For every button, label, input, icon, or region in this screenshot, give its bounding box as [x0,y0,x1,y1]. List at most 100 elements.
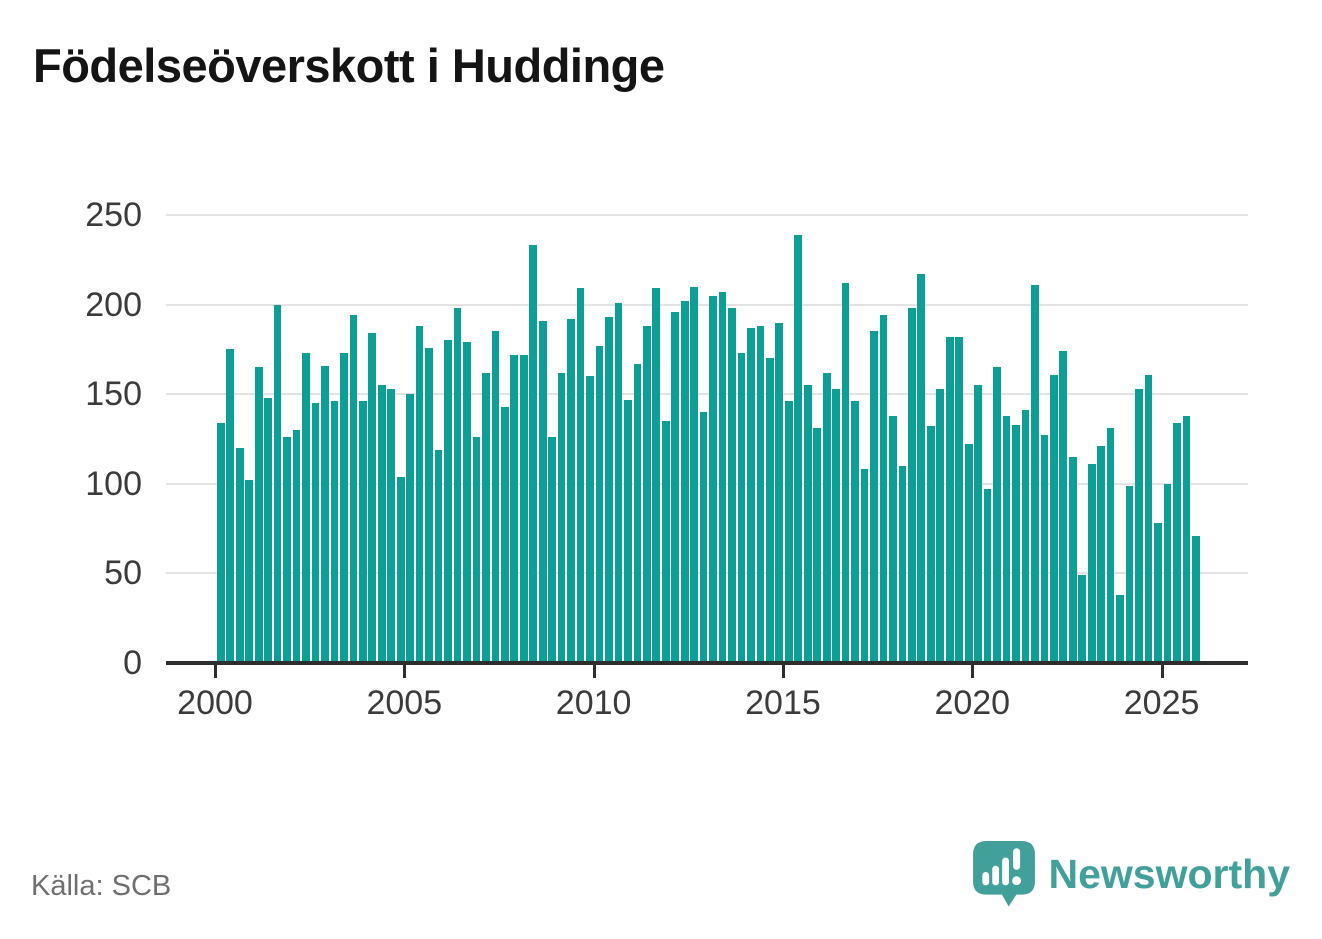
bar-2013-Q4 [737,352,746,663]
bar-2021-Q2 [1021,410,1030,663]
bar-2022-Q3 [1068,456,1077,663]
bar-2025-Q2 [1173,422,1181,663]
bar-2020-Q3 [993,367,1001,663]
bar-2017-Q4 [889,415,897,663]
bar-2016-Q1 [822,372,831,663]
bar-2008-Q3 [538,320,547,663]
bar-2000-Q2 [226,349,235,663]
bar-2019-Q3 [955,336,964,663]
x-tick-label-2010: 2010 [555,684,632,722]
bar-2008-Q2 [529,245,538,663]
bar-2000-Q3 [235,447,244,663]
bar-2011-Q4 [661,421,670,663]
bar-2008-Q1 [519,354,528,663]
x-tick-label-2000: 2000 [177,684,253,722]
x-axis-line [166,661,1248,665]
bar-2014-Q4 [775,322,784,663]
bar-2005-Q3 [425,347,433,663]
bar-2011-Q2 [642,326,651,663]
x-tick-2005 [403,665,407,678]
bar-2012-Q2 [680,301,689,663]
newsworthy-bubble-chart-icon [972,841,1035,907]
bar-2016-Q4 [851,401,859,663]
bar-2025-Q1 [1163,483,1172,663]
bar-2015-Q2 [794,234,803,663]
bar-2016-Q2 [832,388,840,663]
bar-2018-Q3 [917,274,926,663]
bar-2010-Q1 [595,345,604,663]
y-tick-label-150: 150 [85,375,142,414]
bar-2013-Q1 [709,295,717,663]
bar-2021-Q3 [1031,284,1039,663]
bar-2000-Q1 [217,422,225,663]
bar-2021-Q4 [1040,435,1049,663]
bar-2001-Q3 [273,304,282,663]
bar-2024-Q1 [1125,485,1134,663]
bar-2015-Q1 [784,401,793,663]
bar-2024-Q2 [1135,388,1143,663]
bar-2022-Q1 [1050,374,1058,663]
y-tick-label-100: 100 [85,464,142,503]
bar-2020-Q4 [1002,415,1011,663]
bar-2002-Q1 [292,430,301,663]
bar-2006-Q4 [472,437,481,663]
bar-2020-Q2 [983,489,992,663]
x-tick-2015 [781,665,785,678]
bar-2014-Q1 [747,327,755,663]
bar-2003-Q2 [340,352,348,663]
y-tick-label-50: 50 [104,554,142,593]
bar-2004-Q1 [368,333,377,663]
x-tick-2020 [971,665,975,678]
bar-2013-Q2 [718,292,727,663]
bar-2022-Q4 [1078,575,1087,663]
bar-2021-Q1 [1012,424,1020,663]
bar-2020-Q1 [974,385,982,663]
source-label: Källa: SCB [31,870,172,902]
bar-2024-Q3 [1144,374,1153,663]
bar-2019-Q2 [945,336,954,663]
bar-2014-Q3 [766,358,774,663]
bar-2010-Q4 [624,399,632,663]
bar-2002-Q2 [302,352,310,663]
bar-2007-Q3 [500,406,509,663]
bar-2018-Q1 [898,465,907,663]
gridline-250 [166,214,1248,216]
y-tick-label-200: 200 [85,285,142,324]
bar-2005-Q2 [415,326,424,663]
bar-2002-Q4 [321,365,329,663]
bar-2001-Q2 [264,397,273,663]
bar-2011-Q3 [652,288,661,663]
bar-2018-Q4 [926,426,935,663]
bar-2009-Q3 [576,288,585,663]
gridline-200 [166,303,1248,306]
bar-2004-Q3 [387,388,396,663]
bar-2010-Q3 [614,302,623,663]
bar-2024-Q4 [1154,523,1162,663]
plot-area [166,195,1248,663]
bar-2006-Q2 [453,308,462,663]
bar-2010-Q2 [605,317,613,663]
bar-2007-Q2 [491,331,500,663]
bar-2009-Q4 [586,376,594,663]
bar-2009-Q2 [567,318,575,663]
bar-2001-Q1 [254,367,263,663]
bar-2019-Q1 [936,388,945,663]
x-tick-label-2025: 2025 [1123,684,1200,722]
bar-2006-Q3 [463,342,471,663]
y-tick-label-0: 0 [123,644,142,682]
bar-2019-Q4 [964,444,973,663]
bar-2013-Q3 [728,308,736,663]
bar-2017-Q3 [879,315,888,663]
bar-2009-Q1 [557,372,566,663]
bar-2004-Q4 [396,476,405,663]
bar-2008-Q4 [548,437,556,663]
chart-title: Födelseöverskott i Huddinge [33,39,665,92]
bar-2022-Q2 [1059,351,1068,663]
brand-logo: Newsworthy [972,841,1291,907]
bar-2012-Q3 [690,286,698,663]
bar-2017-Q1 [860,469,869,663]
bar-2002-Q3 [311,403,320,663]
bar-2005-Q1 [406,394,414,663]
x-tick-2000 [214,665,217,678]
brand-name: Newsworthy [1048,850,1291,897]
